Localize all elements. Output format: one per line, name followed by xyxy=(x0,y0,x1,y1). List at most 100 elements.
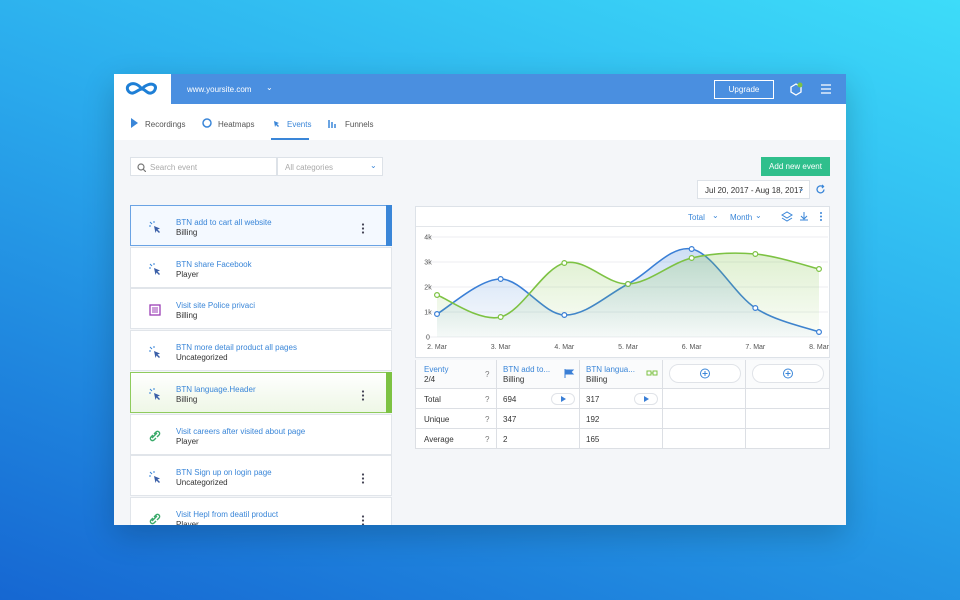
point xyxy=(561,312,568,319)
logo-icon xyxy=(125,82,157,95)
table-cell xyxy=(663,360,746,389)
date-range[interactable]: Jul 20, 2017 - Aug 18, 2017 ⌄ xyxy=(697,180,810,199)
events-icon xyxy=(274,121,279,127)
help: ? xyxy=(485,395,490,404)
x-tick-label: 3. Mar xyxy=(491,344,512,351)
table-cell xyxy=(746,429,830,449)
help: ? xyxy=(485,435,490,444)
dropdown-arrow: ⌄ xyxy=(755,211,762,220)
tab-bar: Recordings Heatmaps Events Funnels xyxy=(114,104,846,140)
point xyxy=(561,260,568,267)
point xyxy=(815,266,822,273)
logo[interactable] xyxy=(114,74,171,104)
event-menu[interactable] xyxy=(361,471,365,484)
chart-control[interactable]: Total xyxy=(688,213,705,222)
x-tick-label: 2. Mar xyxy=(427,344,448,351)
column-name: BTN add to... xyxy=(503,365,551,374)
event-menu[interactable] xyxy=(361,221,365,234)
table-cell: 694 xyxy=(497,389,580,409)
play-button[interactable] xyxy=(551,393,575,405)
tab-active[interactable]: Events xyxy=(287,120,312,129)
tab[interactable]: Heatmaps xyxy=(218,120,255,129)
event-name: BTN more detail product all pages xyxy=(176,343,297,353)
point xyxy=(752,251,759,258)
tab[interactable]: Funnels xyxy=(345,120,374,129)
category-placeholder: All categories xyxy=(285,163,334,172)
line-chart: 0 1k 2k 3k 4k 2. Mar 3. Mar 4. Mar 5. Mar 6. Mar 7… xyxy=(424,235,829,352)
table-cell xyxy=(663,389,746,409)
area xyxy=(437,253,819,337)
table-cell: Eventy 2/4? xyxy=(415,360,497,389)
chart-control[interactable]: Month xyxy=(730,213,753,222)
search-box[interactable]: Search event xyxy=(130,157,277,176)
help: ? xyxy=(485,370,490,379)
date-range-text: Jul 20, 2017 - Aug 18, 2017 xyxy=(705,186,803,195)
dropdown-arrow: ⌄ xyxy=(370,161,377,170)
point xyxy=(688,246,695,253)
event-name: BTN share Facebook xyxy=(176,259,252,269)
heatmaps-icon xyxy=(202,118,212,128)
refresh-icon[interactable] xyxy=(815,184,826,195)
event-card[interactable]: BTN more detail product all pages Uncateg… xyxy=(130,330,392,372)
row-label: Average xyxy=(424,435,454,444)
upgrade-button[interactable]: Upgrade xyxy=(714,80,774,99)
y-tick-label: 2k xyxy=(424,285,432,292)
add-column-button[interactable] xyxy=(669,364,741,383)
row-label: Unique xyxy=(424,415,450,424)
funnels-icon xyxy=(328,120,336,128)
event-card[interactable]: Visit careers after visited about page Pl… xyxy=(130,413,392,455)
y-tick-label: 1k xyxy=(424,310,432,317)
event-card[interactable]: BTN language.Header Billing xyxy=(130,371,392,413)
category-select[interactable]: All categories ⌄ xyxy=(277,157,383,176)
selected-bar xyxy=(386,205,392,246)
flag-icon xyxy=(563,365,575,378)
table-count: 2/4 xyxy=(424,375,436,384)
event-icon xyxy=(149,470,161,484)
event-card[interactable]: BTN share Facebook Player xyxy=(130,246,392,288)
search-placeholder: Search event xyxy=(150,163,198,172)
add-event-button[interactable]: Add new event xyxy=(761,157,830,176)
y-tick-label: 4k xyxy=(424,235,432,242)
site-selector[interactable]: www.yoursite.com xyxy=(187,85,252,94)
search-icon xyxy=(137,163,146,172)
event-menu[interactable] xyxy=(361,513,365,525)
add-column-button[interactable] xyxy=(752,364,824,383)
notifications-icon[interactable] xyxy=(789,82,803,96)
event-category: Player xyxy=(176,269,199,279)
table-cell xyxy=(663,409,746,429)
event-name: BTN Sign up on login page xyxy=(176,468,272,478)
selected-bar xyxy=(386,371,392,413)
table-value: 2 xyxy=(503,435,508,444)
tab[interactable]: Recordings xyxy=(145,120,186,129)
event-category: Billing xyxy=(176,311,198,321)
event-card[interactable]: Visit site Police privaci Billing xyxy=(130,288,392,330)
event-card[interactable]: Visit Hepl from deatil product Player xyxy=(130,496,392,525)
help: ? xyxy=(485,415,490,424)
event-name: BTN language.Header xyxy=(176,384,256,394)
event-icon xyxy=(149,429,161,441)
point xyxy=(815,329,822,336)
tab-underline xyxy=(271,138,309,140)
table-label: Eventy xyxy=(424,365,449,374)
table-cell: BTN add to... Billing xyxy=(497,360,580,389)
table-cell: Average? xyxy=(415,429,497,449)
table-cell xyxy=(746,389,830,409)
point xyxy=(434,311,441,318)
menu-icon[interactable] xyxy=(820,84,832,94)
table-cell: Unique? xyxy=(415,409,497,429)
chart-tools[interactable] xyxy=(781,211,829,222)
play-button[interactable] xyxy=(634,393,658,405)
event-card[interactable]: BTN Sign up on login page Uncategorized xyxy=(130,455,392,497)
event-name: BTN add to cart all website xyxy=(176,218,272,227)
event-menu[interactable] xyxy=(361,388,365,401)
x-tick-label: 6. Mar xyxy=(682,344,703,351)
point xyxy=(497,276,504,283)
link-icon xyxy=(646,365,658,376)
event-name: Visit Hepl from deatil product xyxy=(176,509,279,519)
point xyxy=(497,314,504,321)
event-card[interactable]: BTN add to cart all website Billing xyxy=(130,205,392,246)
event-category: Player xyxy=(176,519,199,525)
table-cell xyxy=(746,409,830,429)
column-name: BTN langua... xyxy=(586,365,635,374)
